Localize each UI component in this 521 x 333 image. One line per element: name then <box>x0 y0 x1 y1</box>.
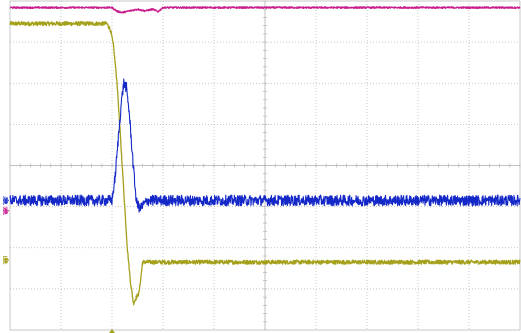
channel-marker-c2: C2 <box>3 206 11 215</box>
trigger-marker <box>109 329 115 333</box>
channel-marker-c3: C3 <box>3 196 11 205</box>
channel-marker-label: C3 <box>3 196 11 205</box>
channel-marker-tab <box>3 206 9 215</box>
trace-c1 <box>9 20 521 306</box>
channel-marker-label: C2 <box>3 206 11 215</box>
trace-c2 <box>9 6 521 14</box>
traces <box>9 6 521 306</box>
channel-marker-c1: C1 <box>3 255 11 264</box>
channel-marker-tab <box>3 196 9 205</box>
graticule <box>9 0 521 333</box>
trace-c3 <box>9 78 521 213</box>
channel-marker-label: C1 <box>3 255 11 264</box>
channel-marker-tab <box>3 256 9 265</box>
